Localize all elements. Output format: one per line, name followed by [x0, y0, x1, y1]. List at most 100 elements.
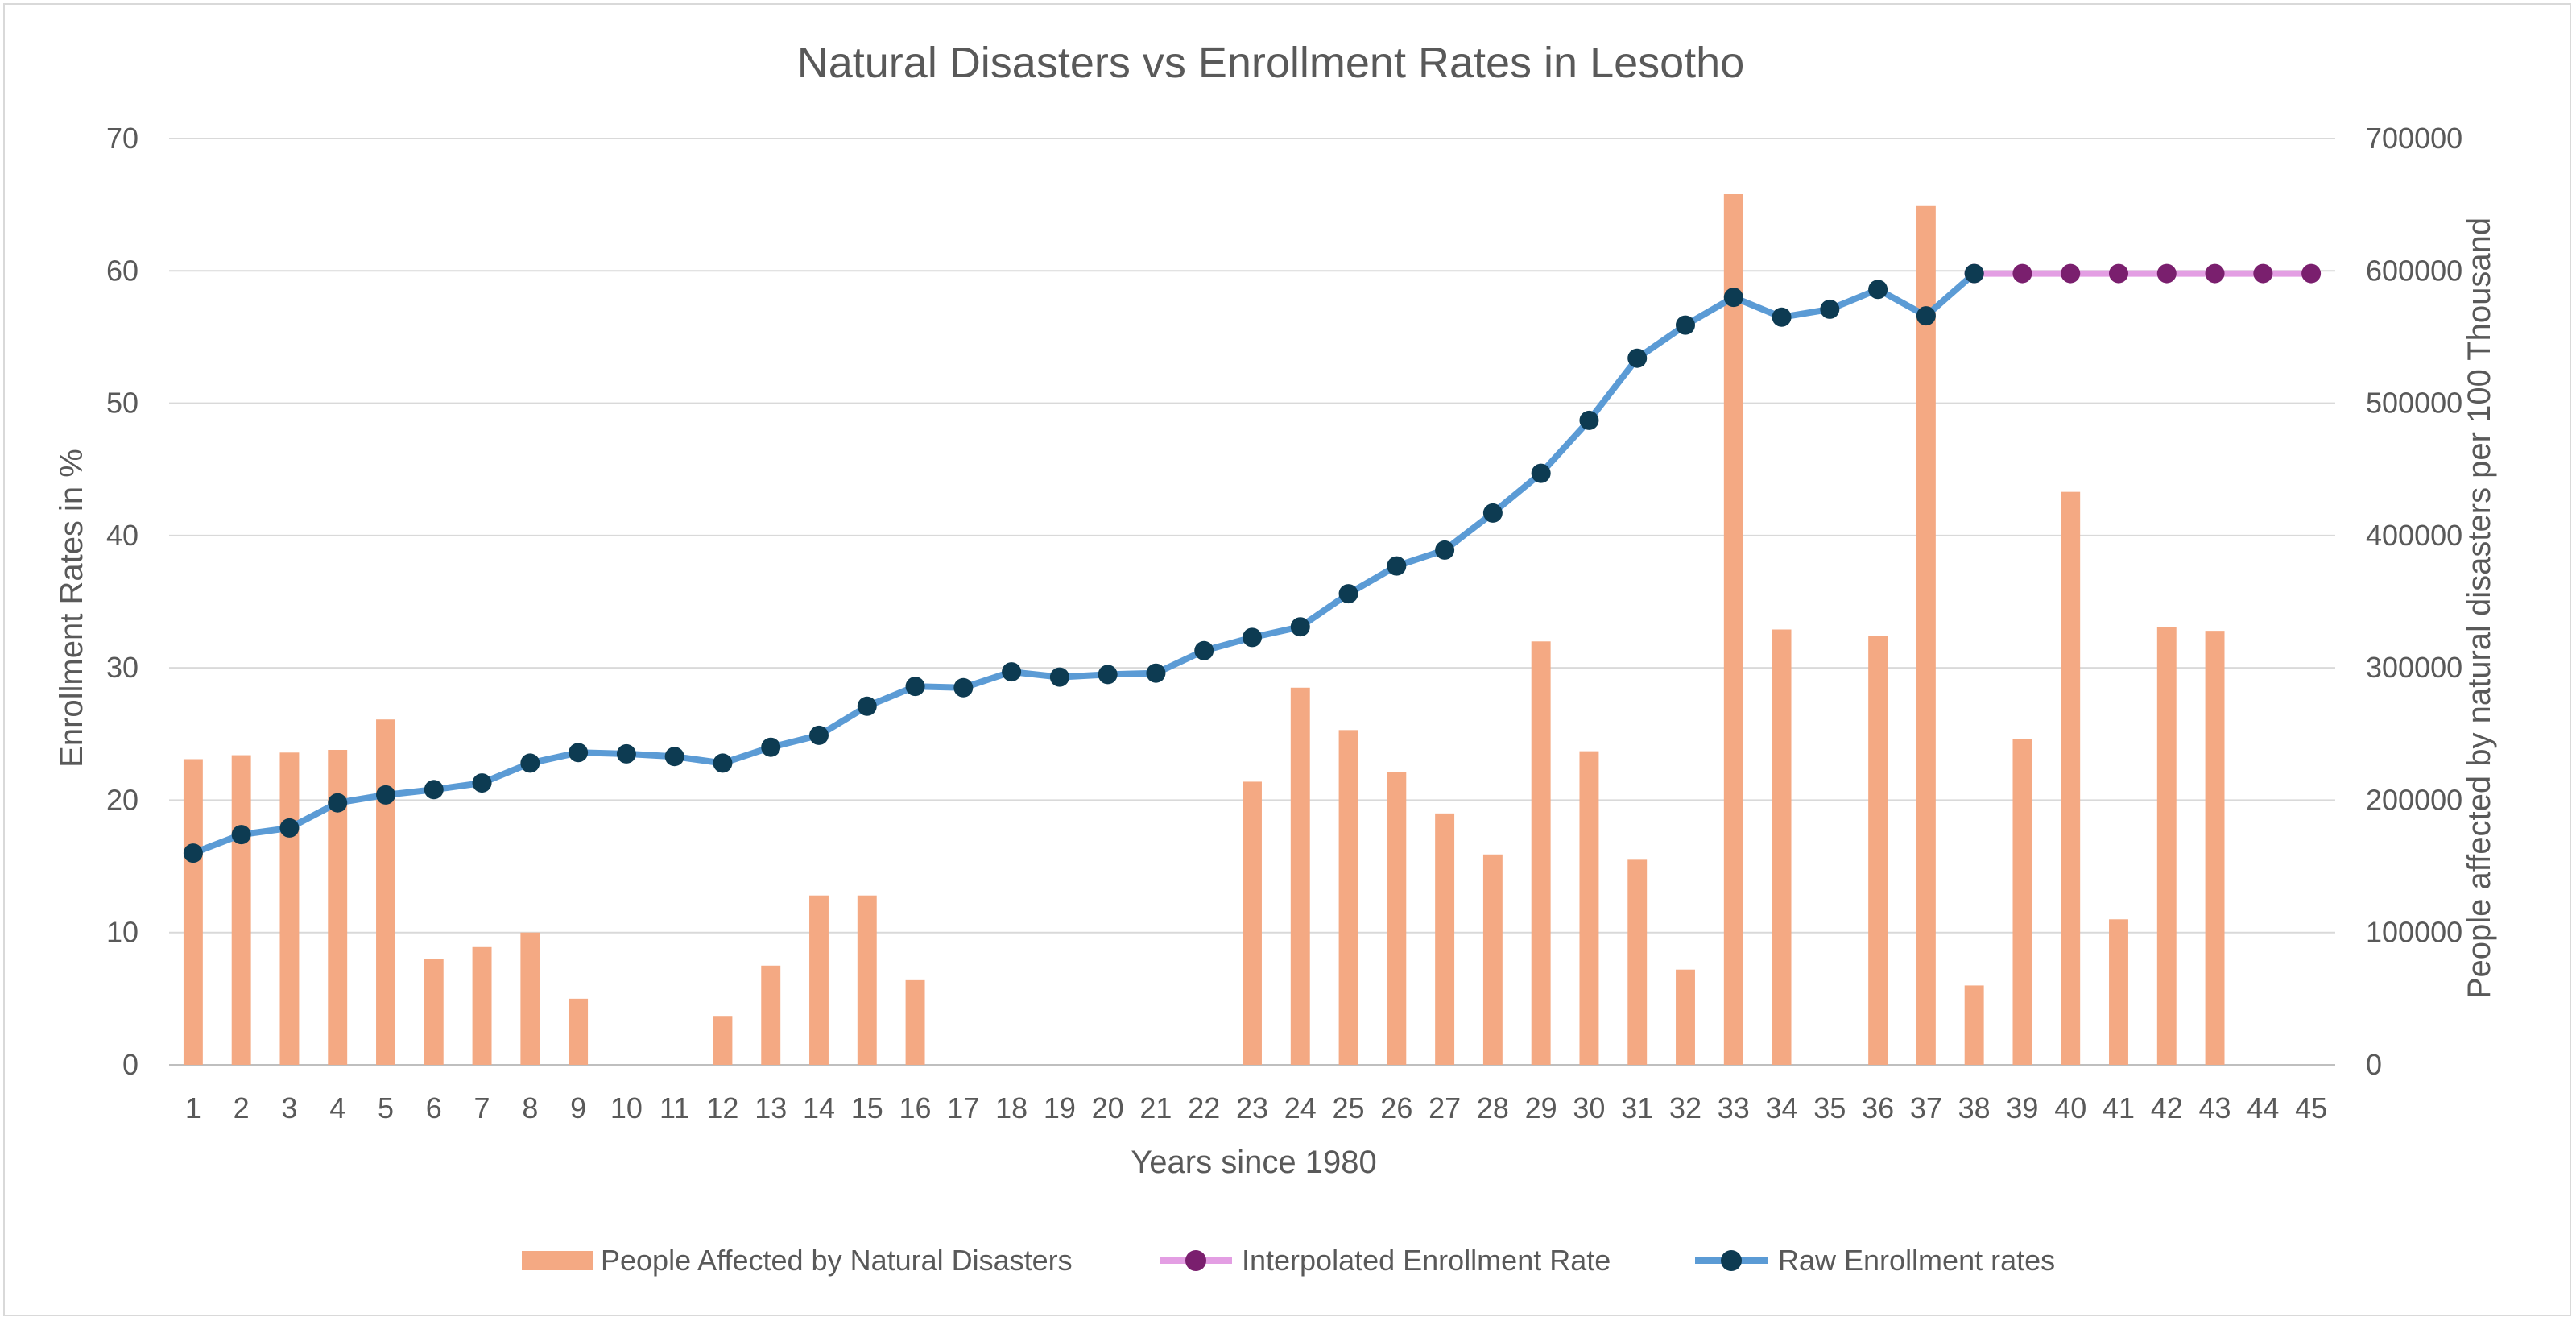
interpolated-enrollment-point — [2301, 263, 2322, 284]
x-tick-label: 34 — [1766, 1091, 1798, 1124]
raw-enrollment-point — [1243, 627, 1262, 648]
chart-frame — [3, 3, 2571, 1316]
x-tick-label: 40 — [2054, 1091, 2086, 1124]
bar — [1482, 854, 1503, 1065]
raw-enrollment-point — [279, 818, 300, 838]
y2-axis-title: People affected by natural disasters per… — [2462, 217, 2497, 999]
bar — [2156, 627, 2177, 1065]
raw-enrollment-line — [189, 270, 1978, 857]
raw-enrollment-point — [857, 696, 877, 716]
x-tick-label: 26 — [1380, 1091, 1412, 1124]
raw-enrollment-point — [183, 843, 203, 863]
bar — [809, 895, 829, 1065]
raw-enrollment-point — [231, 825, 251, 845]
x-tick-label: 17 — [947, 1091, 979, 1124]
line-series — [183, 263, 2322, 863]
raw-enrollment-point — [1002, 662, 1022, 682]
x-tick-label: 44 — [2247, 1091, 2279, 1124]
raw-enrollment-point — [520, 753, 540, 773]
raw-enrollment-point — [1676, 315, 1695, 335]
legend-marker-interpolated — [1185, 1250, 1206, 1271]
raw-enrollment-point — [905, 677, 925, 697]
x-tick-label: 37 — [1910, 1091, 1942, 1124]
raw-enrollment-point — [1049, 667, 1069, 687]
raw-enrollment-point — [1916, 306, 1936, 326]
x-tick-label: 12 — [706, 1091, 738, 1124]
x-tick-label: 19 — [1044, 1091, 1076, 1124]
x-tick-label: 25 — [1333, 1091, 1365, 1124]
x-tick-label: 7 — [474, 1091, 490, 1124]
y2-tick-label: 500000 — [2366, 387, 2462, 420]
raw-enrollment-point — [1723, 288, 1743, 308]
bar — [328, 750, 348, 1065]
x-tick-label: 8 — [522, 1091, 538, 1124]
raw-enrollment-point — [1772, 307, 1792, 327]
bar — [905, 979, 925, 1065]
raw-enrollment-point — [1146, 663, 1166, 683]
raw-enrollment-point — [953, 677, 974, 698]
x-tick-label: 9 — [570, 1091, 586, 1124]
x-tick-label: 45 — [2295, 1091, 2327, 1124]
bar — [1868, 636, 1888, 1065]
bar — [1243, 781, 1262, 1065]
y2-tick-label: 400000 — [2366, 519, 2462, 552]
bar — [472, 946, 492, 1065]
x-tick-label: 6 — [426, 1091, 442, 1124]
interpolated-enrollment-point — [2156, 263, 2177, 284]
raw-enrollment-point — [1868, 280, 1888, 300]
raw-enrollment-point — [1627, 348, 1648, 368]
bar — [183, 759, 203, 1065]
bar — [1916, 205, 1936, 1065]
raw-enrollment-point — [664, 747, 684, 767]
x-tick-label: 24 — [1284, 1091, 1317, 1124]
raw-enrollment-point — [616, 743, 636, 764]
x-tick-label: 11 — [660, 1091, 689, 1124]
bar — [2012, 739, 2032, 1065]
y-tick-label: 20 — [106, 783, 139, 816]
raw-enrollment-point — [809, 725, 829, 745]
bar — [569, 998, 589, 1065]
x-tick-label: 27 — [1429, 1091, 1461, 1124]
bar — [1338, 730, 1358, 1065]
bar — [1435, 813, 1455, 1065]
raw-enrollment-point — [376, 785, 395, 805]
x-tick-label: 23 — [1236, 1091, 1268, 1124]
bar — [520, 932, 540, 1065]
x-tick-label: 41 — [2103, 1091, 2135, 1124]
chart-title: Natural Disasters vs Enrollment Rates in… — [797, 39, 1745, 87]
bar — [1290, 687, 1310, 1065]
y-tick-label: 30 — [106, 651, 139, 684]
y2-tick-label: 700000 — [2366, 122, 2462, 155]
x-tick-label: 32 — [1669, 1091, 1701, 1124]
raw-enrollment-point — [1820, 299, 1840, 319]
x-tick-label: 16 — [899, 1091, 932, 1124]
legend-label-raw: Raw Enrollment rates — [1778, 1244, 2055, 1277]
bar — [1579, 751, 1599, 1065]
legend-label-interpolated: Interpolated Enrollment Rate — [1242, 1244, 1611, 1277]
interpolated-enrollment-point — [2253, 263, 2273, 284]
y-tick-label: 40 — [106, 519, 139, 552]
y2-tick-label: 300000 — [2366, 651, 2462, 684]
y-tick-label: 10 — [106, 916, 139, 949]
y2-tick-label: 600000 — [2366, 254, 2462, 287]
right-axis: 0 100000 200000 300000 400000 500000 600000 700… — [2366, 122, 2462, 1081]
raw-enrollment-point — [569, 743, 589, 763]
interpolated-enrollment-point — [2012, 263, 2032, 284]
raw-enrollment-point — [1290, 617, 1310, 637]
bar — [1772, 629, 1792, 1065]
x-tick-label: 22 — [1188, 1091, 1220, 1124]
x-tick-label: 33 — [1718, 1091, 1750, 1124]
y-tick-label: 70 — [106, 122, 139, 155]
interpolated-enrollment-point — [2205, 263, 2225, 284]
x-tick-label: 2 — [234, 1091, 250, 1124]
x-tick-label: 21 — [1139, 1091, 1172, 1124]
legend-marker-raw — [1721, 1250, 1742, 1271]
y-tick-label: 50 — [106, 387, 139, 420]
raw-enrollment-point — [1964, 263, 1984, 284]
x-tick-label: 3 — [281, 1091, 297, 1124]
x-tick-label: 36 — [1862, 1091, 1894, 1124]
bar — [279, 752, 300, 1065]
bar — [2061, 491, 2081, 1065]
bar — [1676, 969, 1695, 1065]
raw-enrollment-point — [1387, 556, 1407, 576]
